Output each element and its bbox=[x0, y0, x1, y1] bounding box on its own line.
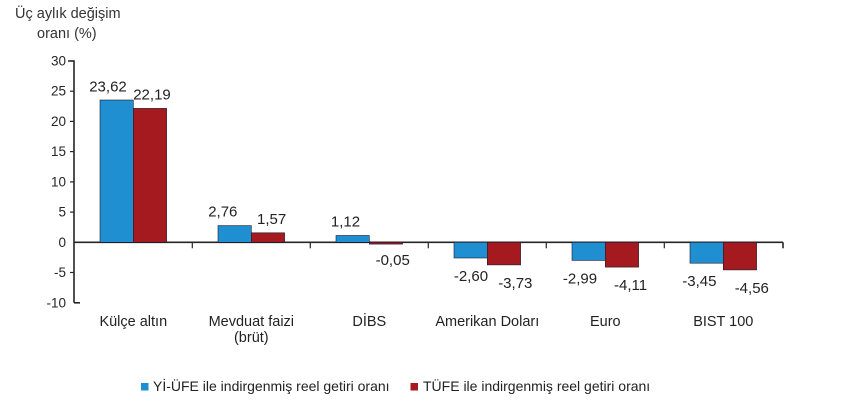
svg-text:-10: -10 bbox=[46, 295, 66, 310]
svg-text:Mevduat faizi: Mevduat faizi bbox=[209, 314, 294, 330]
svg-text:DİBS: DİBS bbox=[352, 312, 386, 330]
svg-text:1,57: 1,57 bbox=[257, 211, 286, 228]
svg-text:15: 15 bbox=[51, 144, 66, 159]
svg-text:20: 20 bbox=[51, 114, 66, 129]
svg-text:5: 5 bbox=[58, 205, 66, 220]
svg-text:-4,56: -4,56 bbox=[735, 280, 769, 297]
svg-text:Euro: Euro bbox=[590, 314, 621, 330]
svg-text:-3,73: -3,73 bbox=[498, 275, 532, 292]
svg-text:30: 30 bbox=[51, 54, 66, 69]
svg-text:10: 10 bbox=[51, 174, 66, 189]
svg-text:-2,60: -2,60 bbox=[454, 268, 488, 285]
svg-text:Külçe altın: Külçe altın bbox=[99, 314, 167, 330]
svg-text:-3,45: -3,45 bbox=[682, 273, 716, 290]
svg-text:(brüt): (brüt) bbox=[234, 330, 269, 346]
svg-text:Amerikan Doları: Amerikan Doları bbox=[435, 314, 539, 330]
svg-text:22,19: 22,19 bbox=[133, 86, 171, 103]
svg-text:25: 25 bbox=[51, 84, 66, 99]
svg-text:Üç aylık değişim: Üç aylık değişim bbox=[15, 4, 121, 22]
svg-text:-0,05: -0,05 bbox=[376, 252, 410, 269]
svg-text:-5: -5 bbox=[54, 265, 66, 280]
svg-text:-4,11: -4,11 bbox=[614, 277, 647, 294]
svg-text:Yİ-ÜFE ile indirgenmiş reel ge: Yİ-ÜFE ile indirgenmiş reel getiri oranı bbox=[153, 377, 390, 394]
svg-text:2,76: 2,76 bbox=[208, 204, 237, 221]
svg-text:-2,99: -2,99 bbox=[563, 270, 597, 287]
svg-text:23,62: 23,62 bbox=[89, 79, 127, 96]
svg-text:TÜFE ile indirgenmiş reel geti: TÜFE ile indirgenmiş reel getiri oranı bbox=[423, 377, 650, 394]
svg-text:0: 0 bbox=[58, 235, 66, 250]
svg-text:BIST 100: BIST 100 bbox=[693, 314, 753, 330]
svg-text:1,12: 1,12 bbox=[331, 214, 360, 231]
svg-text:oranı (%): oranı (%) bbox=[37, 26, 97, 42]
